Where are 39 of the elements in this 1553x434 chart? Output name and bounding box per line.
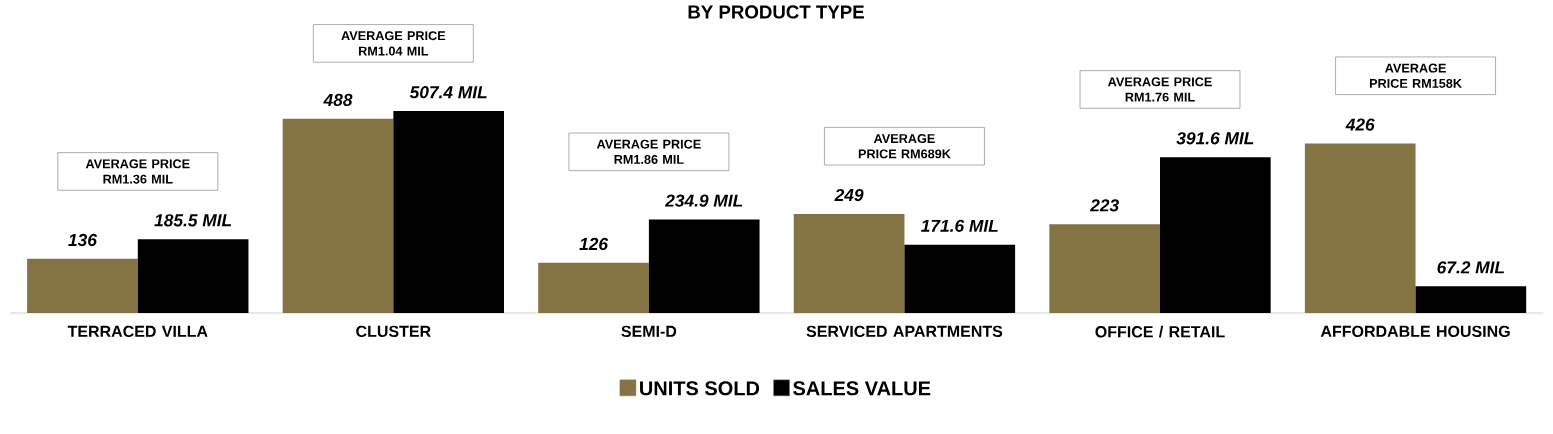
- bar: [1160, 157, 1271, 313]
- text: AVERAGE PRICE RM1.76 MIL: [1108, 77, 1212, 102]
- data-label: 185.5 MIL: [154, 214, 232, 227]
- bar: [793, 213, 905, 313]
- data-label: 171.6 MIL: [921, 219, 998, 232]
- data-label: 67.2 MIL: [1437, 261, 1505, 274]
- text: AVERAGE PRICE RM1.04 MIL: [341, 31, 446, 56]
- bar: [1304, 143, 1416, 313]
- text: AVERAGE PRICE RM158K: [1369, 63, 1462, 88]
- bar: [137, 239, 249, 313]
- x-tick-label: TERRACED VILLA: [67, 325, 208, 338]
- data-label: 507.4 MIL: [409, 86, 487, 99]
- x-tick-label: SEMI-D: [621, 325, 677, 338]
- data-label: 426: [1345, 118, 1375, 131]
- x-tick-label: OFFICE / RETAIL: [1095, 325, 1225, 338]
- data-label: 249: [834, 188, 864, 202]
- data-label: 234.9 MIL: [664, 194, 743, 207]
- x-tick-label: CLUSTER: [356, 325, 431, 338]
- bar: [393, 111, 505, 313]
- annotation: AVERAGE PRICE RM1.86 MIL: [596, 139, 701, 164]
- bar: [27, 258, 138, 313]
- data-label: 391.6 MIL: [1176, 132, 1254, 145]
- chart-title: BY PRODUCT TYPE: [688, 5, 864, 19]
- data-label: 126: [579, 237, 609, 251]
- x-tick-label: AFFORDABLE HOUSING: [1320, 325, 1510, 338]
- data-label: 488: [323, 93, 353, 107]
- bar: [648, 219, 760, 313]
- bar: [1415, 286, 1527, 313]
- bar: [538, 262, 649, 313]
- annotation: AVERAGE PRICE RM1.36 MIL: [85, 159, 190, 184]
- legend-label: SALES VALUE: [793, 381, 931, 396]
- data-label: 136: [68, 233, 98, 247]
- annotation: AVERAGE PRICE RM689K: [858, 134, 951, 159]
- data-label: 223: [1089, 199, 1119, 212]
- x-tick-label: SERVICED APARTMENTS: [806, 325, 1003, 338]
- bar: [1049, 224, 1160, 313]
- bar: [282, 118, 394, 313]
- bar: [904, 244, 1016, 313]
- legend-label: UNITS SOLD: [640, 381, 760, 396]
